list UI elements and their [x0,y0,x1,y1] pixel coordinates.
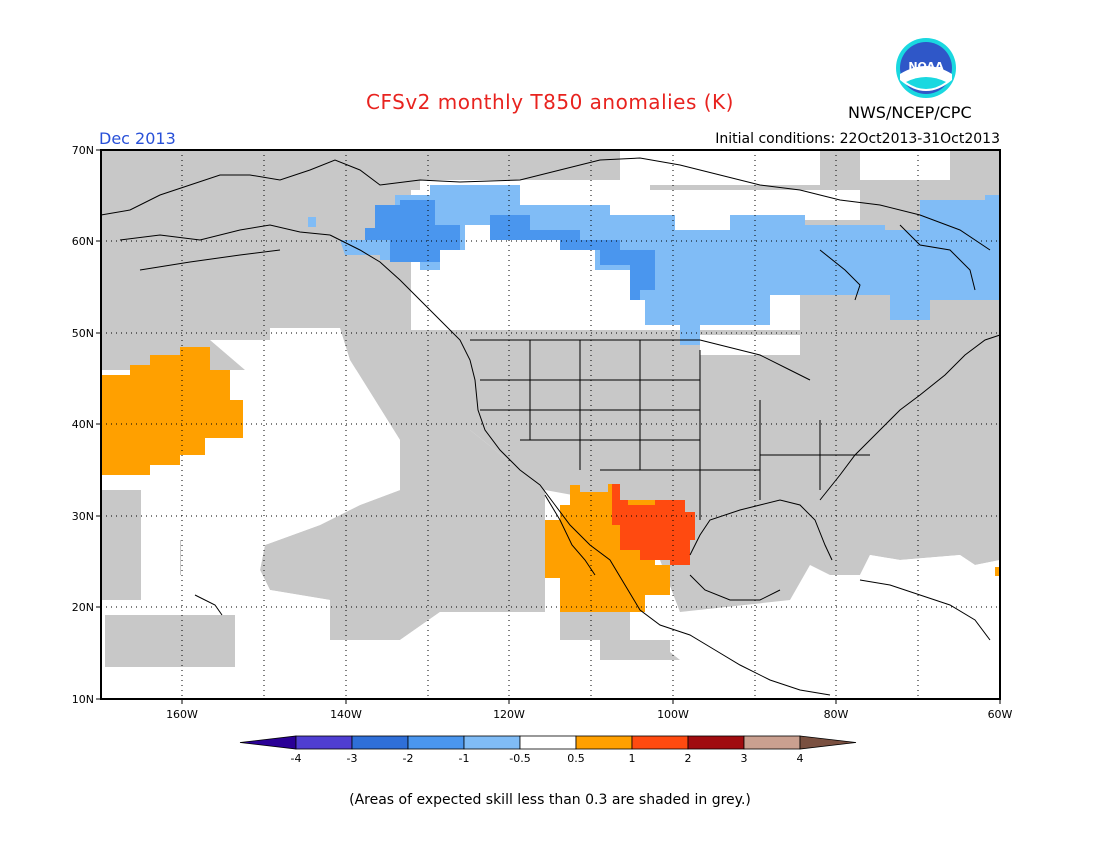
lat-label-40n: 40N [72,418,94,431]
lon-label-60w: 60W [988,708,1013,721]
noaa-logo-text: NOAA [908,60,944,73]
legend-arrow-low [239,735,297,750]
map-title: CFSv2 monthly T850 anomalies (K) [366,90,734,114]
lon-label-80w: 80W [824,708,849,721]
org-label: NWS/NCEP/CPC [848,103,972,122]
legend-label: 0.5 [567,752,585,765]
legend-label: -2 [403,752,414,765]
anomaly-minus-0-5-to-1 [430,185,1000,345]
noaa-logo: NOAA [896,38,956,98]
initial-conditions-label: Initial conditions: 22Oct2013-31Oct2013 [715,131,1000,147]
legend-swatch [295,735,353,750]
legend-swatch [575,735,633,750]
legend-label: -1 [459,752,470,765]
footnote: (Areas of expected skill less than 0.3 a… [349,792,751,808]
legend-swatch [631,735,689,750]
legend-swatch [407,735,465,750]
legend-label: -0.5 [509,752,530,765]
lon-label-100w: 100W [657,708,689,721]
lat-label-60n: 60N [72,235,94,248]
legend-swatch [743,735,801,750]
legend-label: 2 [685,752,692,765]
lat-axis [96,149,101,700]
legend-label: -4 [291,752,302,765]
lat-label-10n: 10N [72,693,94,706]
lat-label-20n: 20N [72,601,94,614]
color-legend: -4 -3 -2 -1 -0.5 0.5 1 2 3 4 [239,735,857,765]
legend-swatch [351,735,409,750]
coastlines [100,157,1001,696]
legend-label: 1 [629,752,636,765]
anomaly-plus-1-to-2 [612,500,695,565]
lon-label-140w: 140W [330,708,362,721]
lon-axis [181,699,1001,704]
legend-label: 3 [741,752,748,765]
legend-swatch [687,735,745,750]
lat-label-30n: 30N [72,510,94,523]
lon-label-120w: 120W [493,708,525,721]
lat-label-70n: 70N [72,144,94,157]
anomaly-plus-0-5-to-1 [101,347,243,475]
legend-label: 4 [797,752,804,765]
target-month-label: Dec 2013 [99,129,176,148]
legend-swatch [519,735,577,750]
lat-label-50n: 50N [72,327,94,340]
legend-arrow-high [799,735,857,750]
map-area [100,149,1001,700]
legend-label: -3 [347,752,358,765]
legend-swatch [463,735,521,750]
anomaly-minus-1-to-2 [365,200,460,262]
lon-label-160w: 160W [166,708,198,721]
